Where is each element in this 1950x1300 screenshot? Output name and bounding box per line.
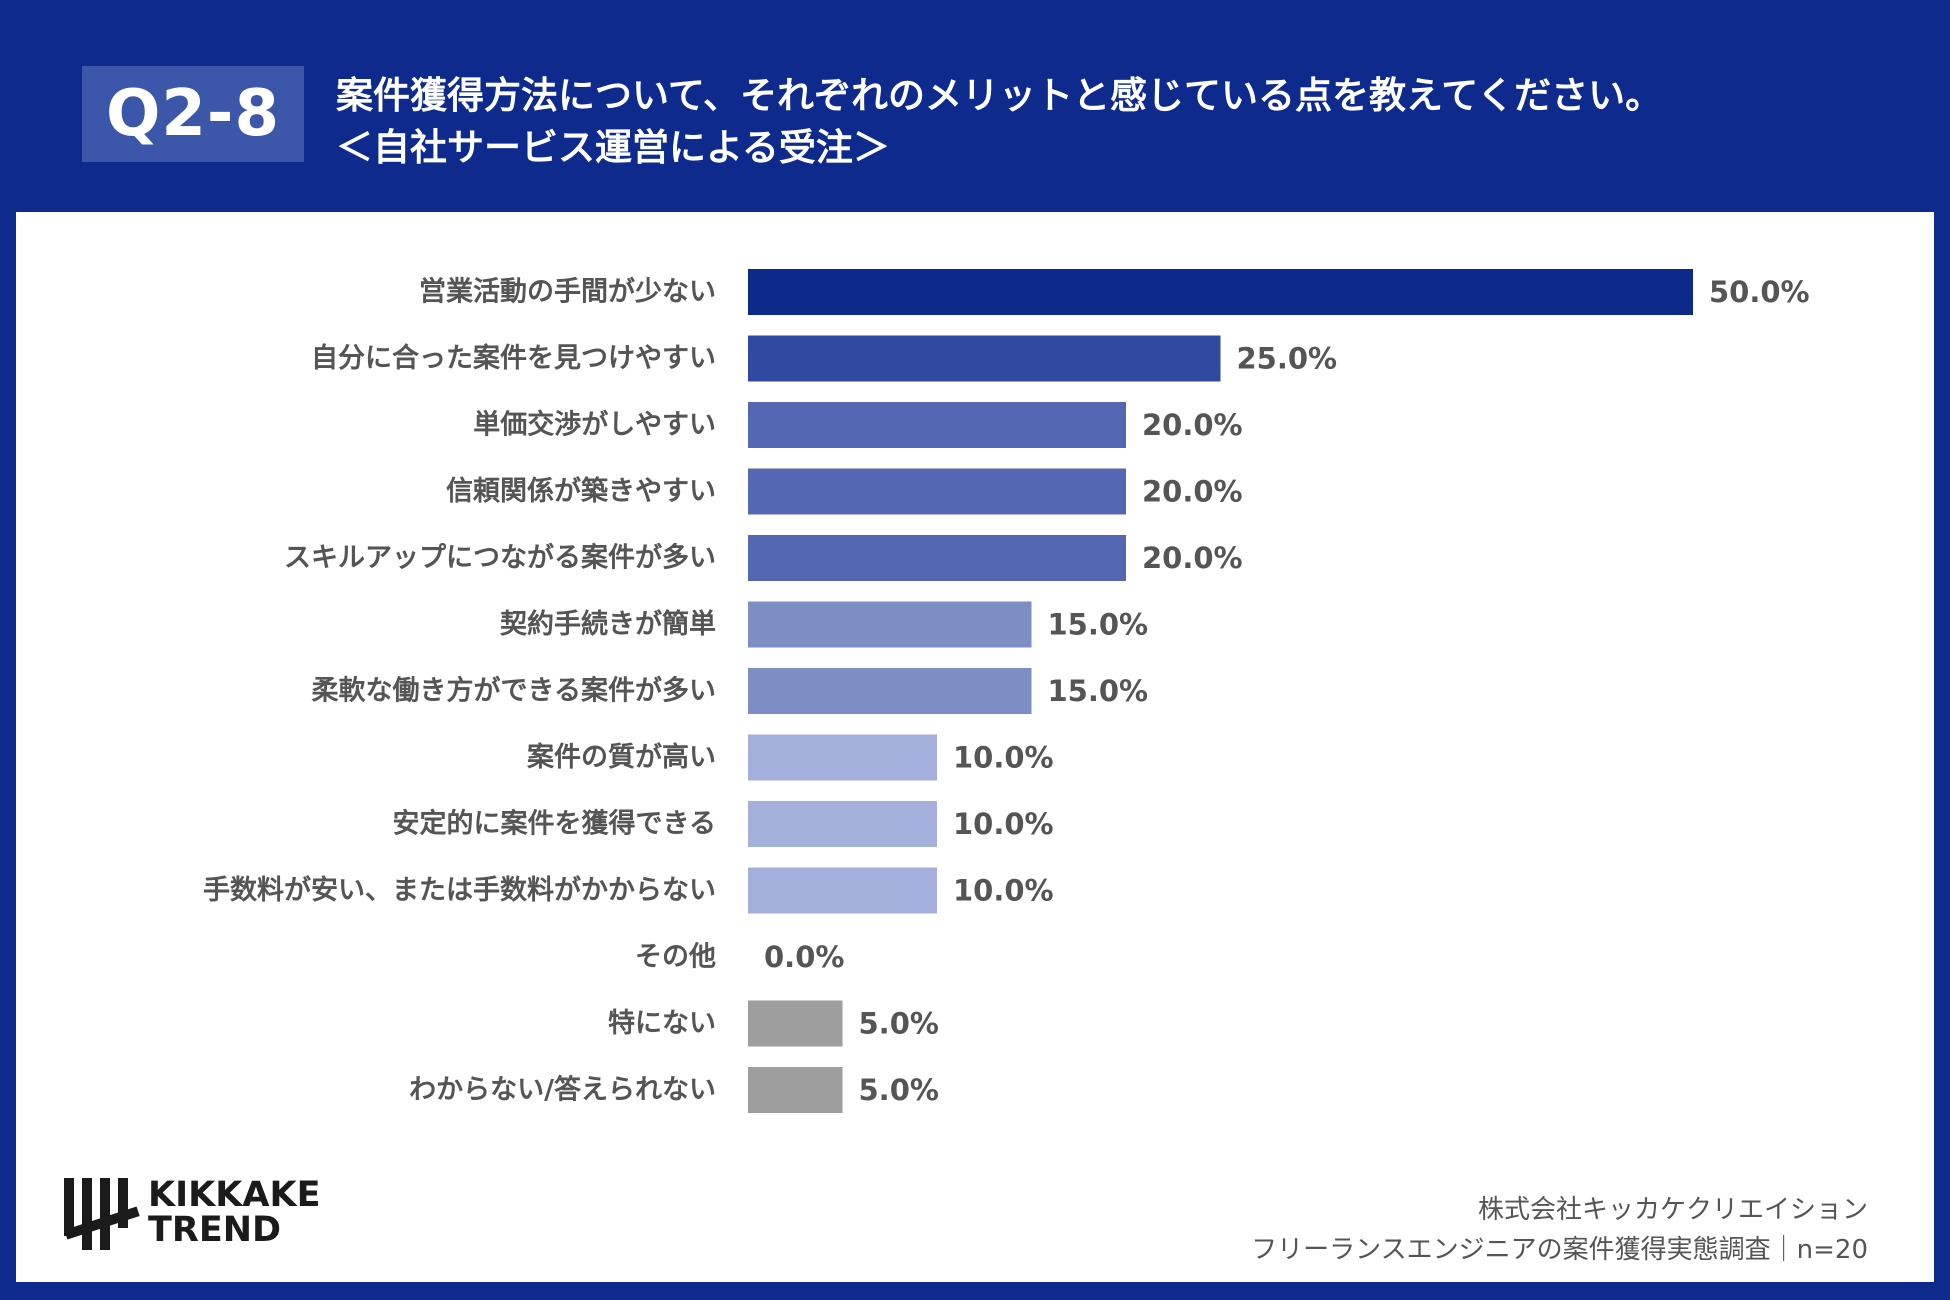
value-label: 10.0%: [953, 741, 1054, 775]
category-label: 手数料が安い、または手数料がかからない: [203, 874, 716, 906]
source-company: 株式会社キッカケクリエイション: [1477, 1195, 1868, 1225]
bar: [748, 402, 1126, 448]
logo-line-1: KIKKAKE: [148, 1175, 321, 1215]
value-label: 25.0%: [1237, 342, 1338, 376]
bar: [748, 668, 1032, 714]
title-line-2: ＜自社サービス運営による受注＞: [336, 126, 890, 169]
question-title: 案件獲得方法について、それぞれのメリットと感じている点を教えてください。 ＜自社…: [336, 70, 1916, 174]
kikkake-trend-logo: KIKKAKE TREND: [64, 1178, 344, 1262]
bar: [748, 269, 1693, 315]
value-label: 20.0%: [1142, 408, 1243, 442]
bar: [748, 1000, 843, 1047]
value-label: 20.0%: [1142, 541, 1243, 575]
bar: [748, 335, 1221, 382]
category-label: 安定的に案件を獲得できる: [393, 808, 716, 840]
logo-line-2: TREND: [148, 1210, 282, 1250]
source-note: 株式会社キッカケクリエイション フリーランスエンジニアの案件獲得実態調査｜n=2…: [1251, 1190, 1868, 1270]
category-label: その他: [635, 942, 716, 973]
value-label: 0.0%: [764, 940, 844, 974]
bar: [748, 1067, 843, 1113]
logo-mark-icon: [64, 1178, 140, 1250]
bar-chart: 営業活動の手間が少ない 50.0% 自分に合った案件を見つけやすい 25.0% 単価交渉…: [203, 269, 1810, 1113]
value-label: 5.0%: [859, 1007, 939, 1041]
category-label: 案件の質が高い: [526, 741, 716, 773]
category-label: 営業活動の手間が少ない: [419, 276, 716, 308]
logo-text: KIKKAKE TREND: [148, 1178, 321, 1248]
category-label: 単価交渉がしやすい: [473, 409, 716, 441]
question-badge: Q2-8: [82, 66, 304, 162]
bar: [748, 601, 1032, 648]
header: Q2-8 案件獲得方法について、それぞれのメリットと感じている点を教えてください…: [0, 0, 1950, 210]
category-label: 契約手続きが簡単: [500, 608, 716, 640]
bar: [748, 468, 1126, 515]
bar: [748, 801, 937, 847]
value-label: 5.0%: [859, 1073, 939, 1107]
value-label: 15.0%: [1048, 608, 1149, 642]
chart-panel: 営業活動の手間が少ない 50.0% 自分に合った案件を見つけやすい 25.0% 単価交渉…: [16, 212, 1934, 1282]
value-label: 20.0%: [1142, 475, 1243, 509]
value-label: 50.0%: [1709, 275, 1810, 309]
bar: [748, 734, 937, 781]
bar: [748, 535, 1126, 581]
source-survey: フリーランスエンジニアの案件獲得実態調査｜n=20: [1251, 1235, 1868, 1265]
category-label: 信頼関係が築きやすい: [446, 475, 716, 507]
value-label: 15.0%: [1048, 674, 1149, 708]
value-label: 10.0%: [953, 807, 1054, 841]
category-label: 自分に合った案件を見つけやすい: [311, 342, 716, 374]
title-line-1: 案件獲得方法について、それぞれのメリットと感じている点を教えてください。: [336, 74, 1663, 117]
category-label: スキルアップにつながる案件が多い: [284, 542, 716, 574]
value-label: 10.0%: [953, 874, 1054, 908]
category-label: わからない/答えられない: [409, 1074, 716, 1106]
bar: [748, 867, 937, 914]
category-label: 特にない: [608, 1008, 716, 1039]
category-label: 柔軟な働き方ができる案件が多い: [312, 675, 716, 707]
